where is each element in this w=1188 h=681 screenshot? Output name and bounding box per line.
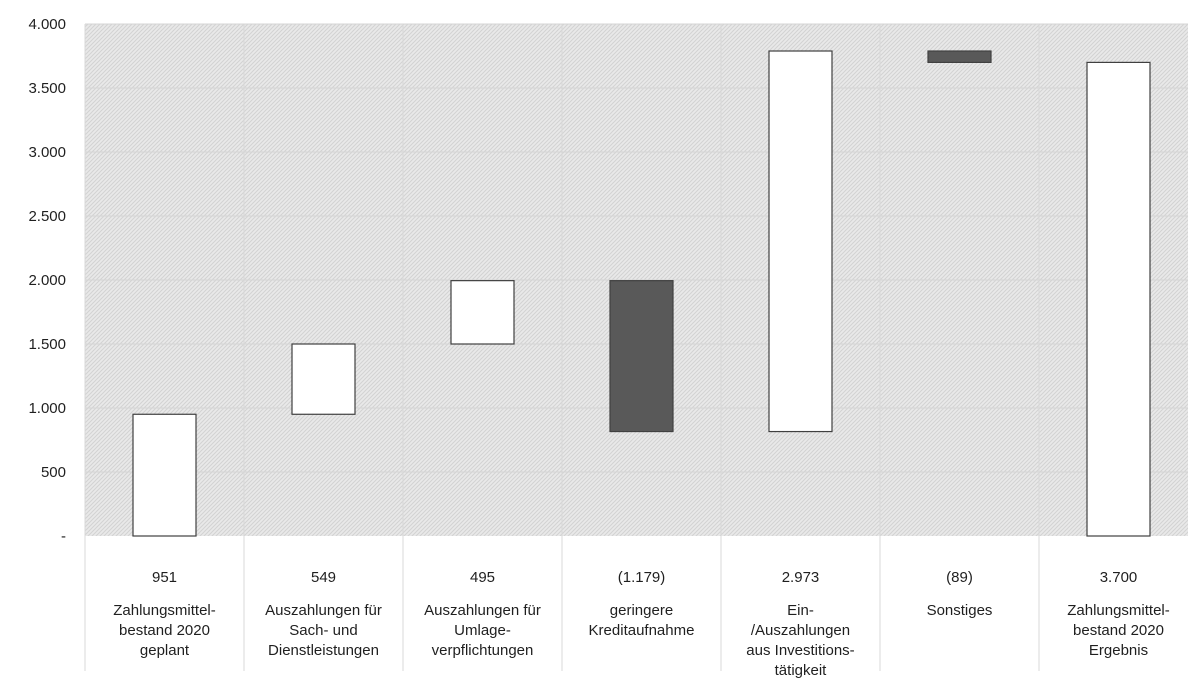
y-tick-label: 3.000: [28, 144, 66, 161]
data-label: 951: [151, 569, 178, 586]
bar-5: [768, 50, 833, 433]
category-5: 2.973 Ein- /Auszahlungen aus Investitions…: [715, 568, 886, 681]
data-label: 2.973: [781, 569, 820, 586]
category-4: (1.179) geringere Kreditaufnahme: [556, 568, 727, 641]
bar-7: [1086, 61, 1151, 537]
category-6: (89) Sonstiges: [874, 568, 1045, 621]
bar-1: [132, 413, 197, 537]
y-tick-label: 2.500: [28, 208, 66, 225]
data-label: (89): [946, 569, 973, 586]
category-2: 549 Auszahlungen für Sach- und Dienstleis…: [238, 568, 409, 661]
category-label: Auszahlungen für Sach- und Dienstleistun…: [265, 602, 382, 659]
bar-2: [291, 343, 356, 415]
y-tick-label: 1.000: [28, 400, 66, 417]
bar-3: [450, 280, 515, 345]
bar-4: [609, 280, 674, 433]
bars: [132, 50, 1151, 537]
y-tick-label: -: [61, 528, 66, 545]
category-label: geringere Kreditaufnahme: [588, 602, 695, 639]
y-tick-label: 500: [41, 464, 66, 481]
category-label: Zahlungsmittel- bestand 2020 geplant: [113, 602, 216, 659]
category-7: 3.700 Zahlungsmittel- bestand 2020 Ergebn…: [1033, 568, 1188, 661]
y-tick-label: 2.000: [28, 272, 66, 289]
data-label: 495: [469, 569, 496, 586]
category-label: Zahlungsmittel- bestand 2020 Ergebnis: [1067, 602, 1170, 659]
category-separators: [84, 24, 1040, 671]
category-3: 495 Auszahlungen für Umlage- verpflichtun…: [397, 568, 568, 661]
data-label: 549: [310, 569, 337, 586]
bar-6: [927, 50, 992, 63]
data-label: 3.700: [1099, 569, 1138, 586]
category-label: Ein- /Auszahlungen aus Investitions- tät…: [746, 602, 855, 679]
data-label: (1.179): [617, 569, 666, 586]
y-tick-label: 4.000: [28, 16, 66, 33]
category-label: Auszahlungen für Umlage- verpflichtungen: [424, 602, 541, 659]
y-axis-ticks: - 500 1.000 1.500 2.000 2.500 3.000 3.500 4.000: [28, 16, 66, 545]
y-tick-label: 3.500: [28, 80, 66, 97]
y-tick-label: 1.500: [28, 336, 66, 353]
category-1: 951 Zahlungsmittel- bestand 2020 geplant: [79, 568, 250, 661]
category-label: Sonstiges: [926, 602, 993, 619]
